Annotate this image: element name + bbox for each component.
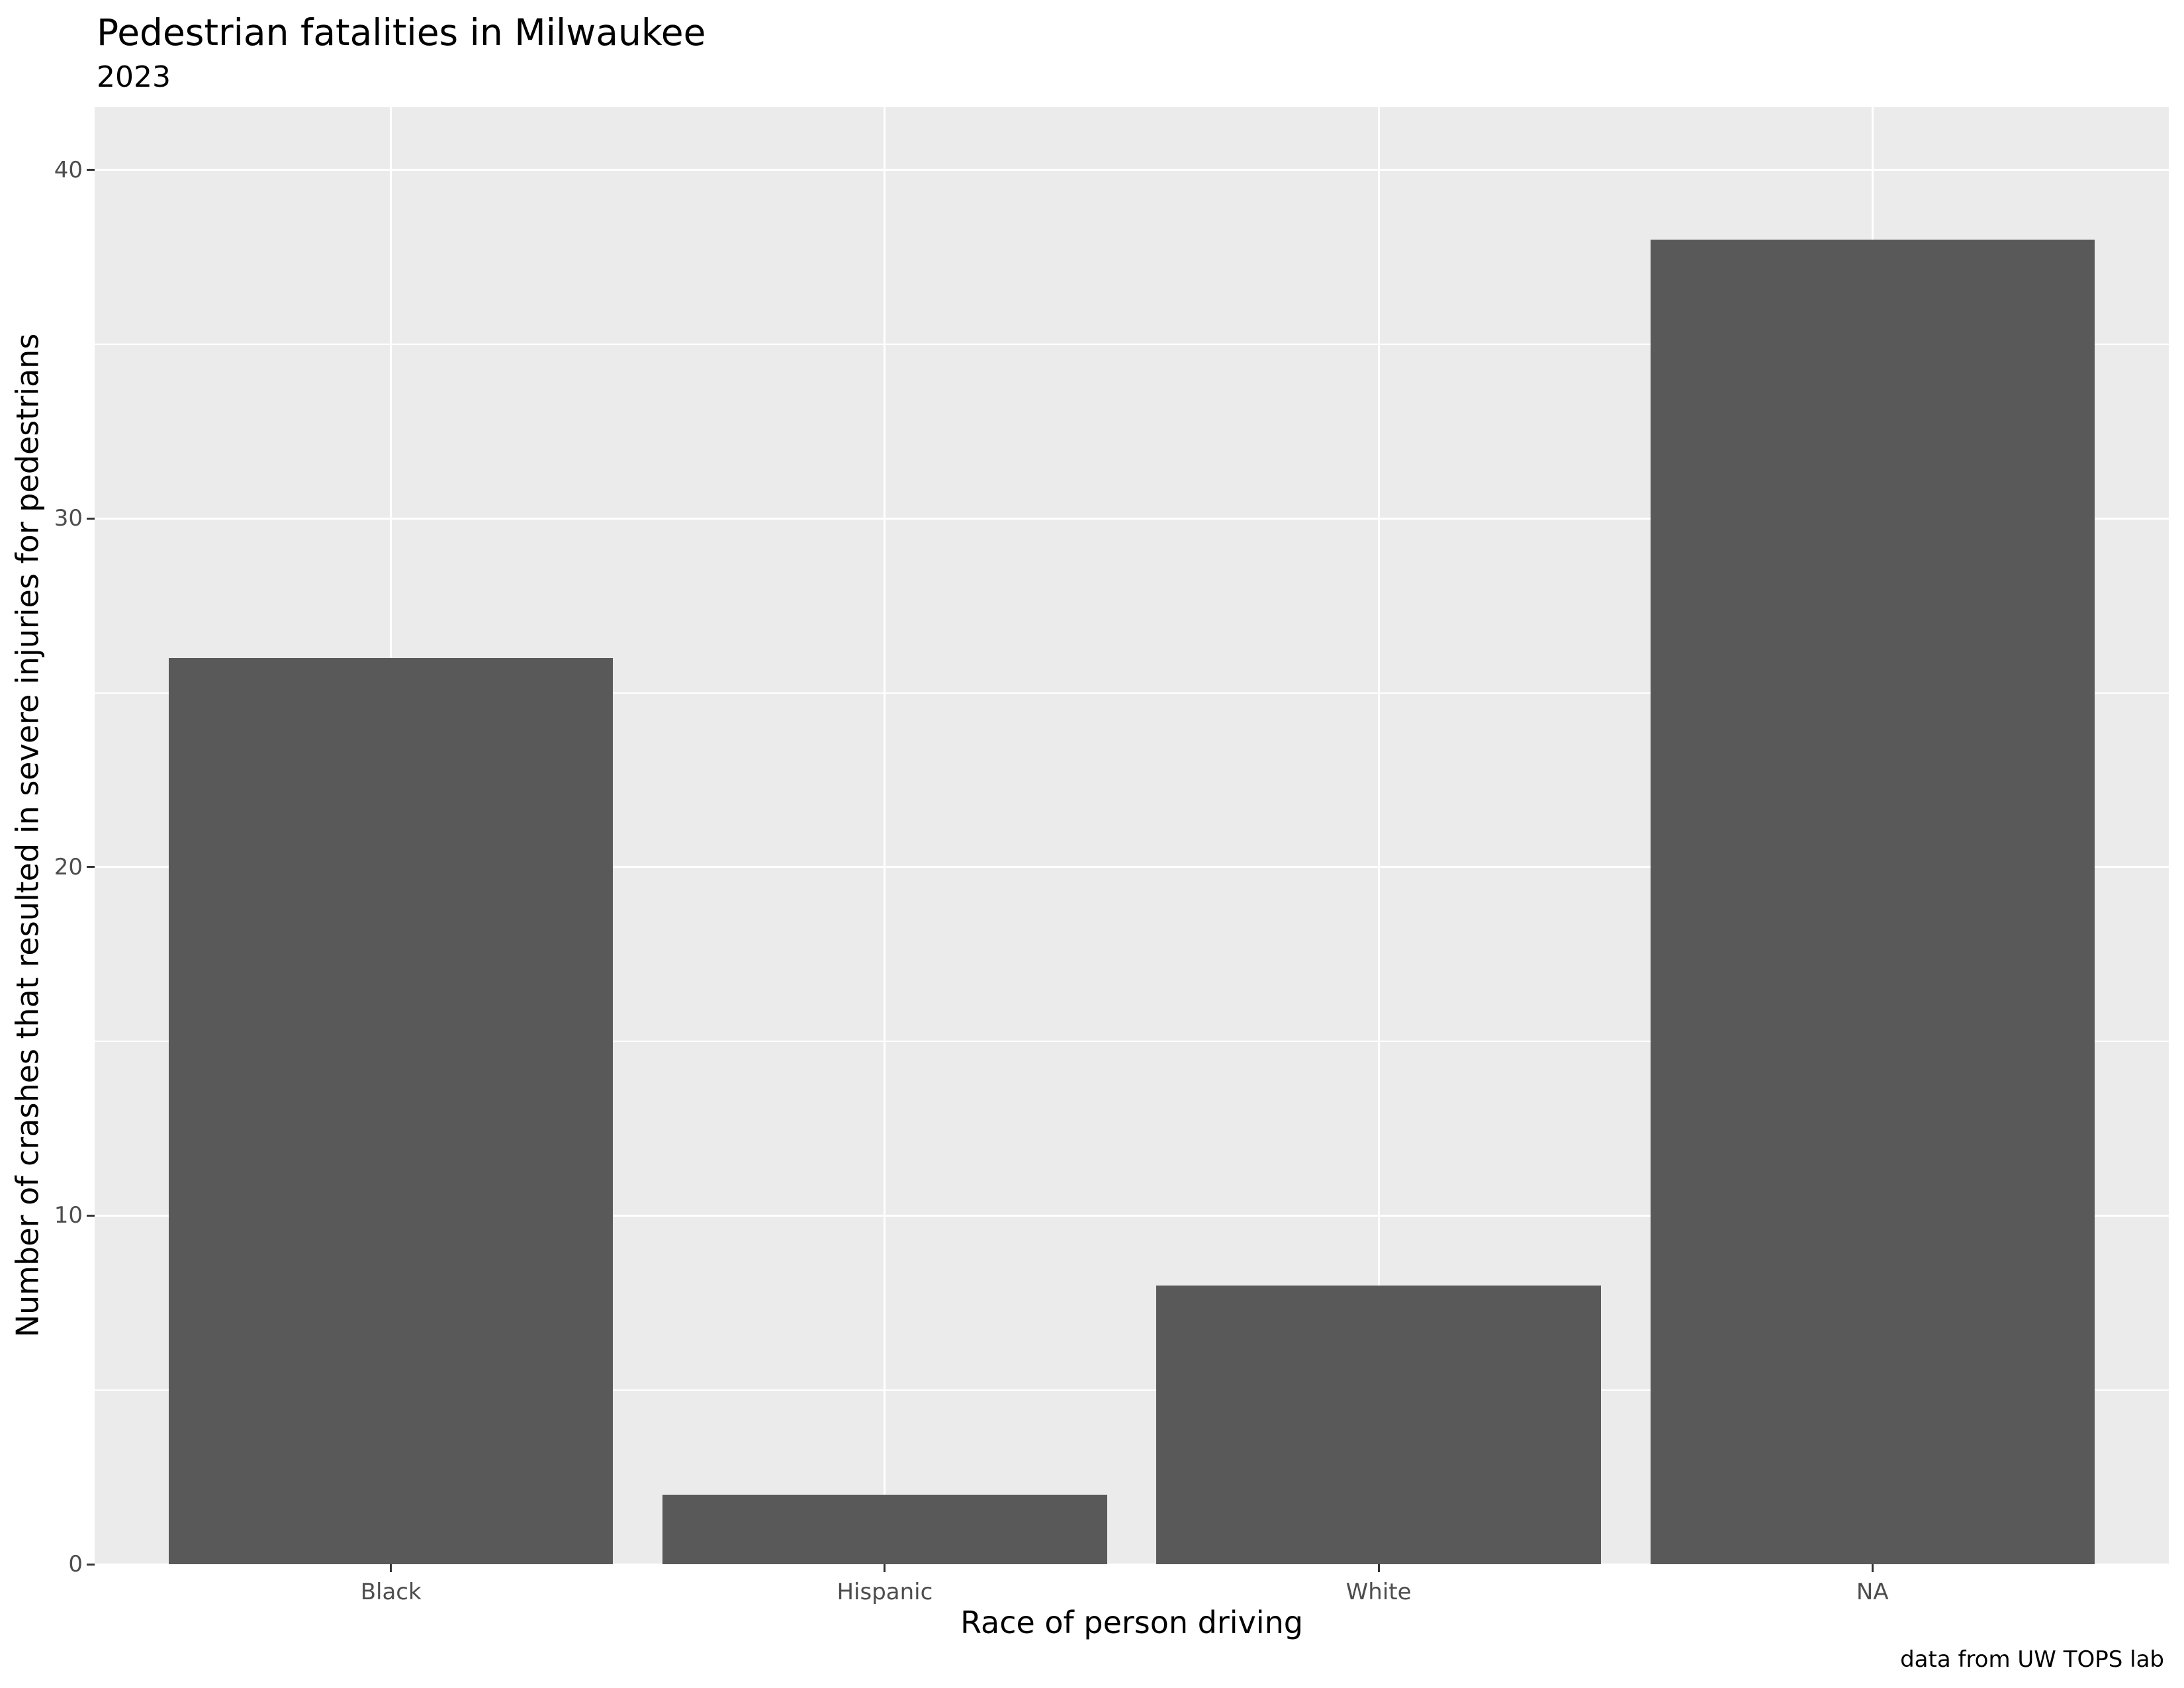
y-tick-label-0: 0 xyxy=(68,1551,83,1577)
bar-black xyxy=(168,657,614,1564)
chart-subtitle: 2023 xyxy=(97,60,171,94)
gridline-major-y-40 xyxy=(95,169,2169,171)
gridline-minor-y-25 xyxy=(95,692,2169,694)
x-tick-mark-white xyxy=(1377,1564,1380,1572)
gridline-major-y-20 xyxy=(95,866,2169,868)
y-tick-mark-30 xyxy=(87,517,95,520)
gridline-major-x-hispanic xyxy=(884,107,886,1564)
bar-na xyxy=(1650,240,2095,1564)
x-tick-mark-na xyxy=(1871,1564,1874,1572)
x-tick-label-black: Black xyxy=(360,1579,422,1605)
plot-panel xyxy=(95,107,2169,1566)
gridline-major-y-30 xyxy=(95,517,2169,520)
y-tick-label-20: 20 xyxy=(54,853,83,880)
chart-title: Pedestrian fatalities in Milwaukee xyxy=(97,11,706,54)
y-tick-label-30: 30 xyxy=(54,505,83,532)
bar-hispanic xyxy=(662,1494,1107,1564)
bar-white xyxy=(1156,1285,1601,1564)
gridline-minor-y-35 xyxy=(95,344,2169,346)
x-tick-mark-hispanic xyxy=(884,1564,886,1572)
x-tick-mark-black xyxy=(390,1564,392,1572)
x-tick-label-hispanic: Hispanic xyxy=(837,1579,933,1605)
x-tick-label-white: White xyxy=(1345,1579,1412,1605)
y-tick-mark-20 xyxy=(87,866,95,868)
gridline-major-y-10 xyxy=(95,1214,2169,1217)
y-tick-label-40: 40 xyxy=(54,156,83,183)
x-axis-title: Race of person driving xyxy=(960,1605,1303,1640)
y-tick-mark-0 xyxy=(87,1563,95,1566)
gridline-minor-y-5 xyxy=(95,1389,2169,1391)
y-tick-mark-10 xyxy=(87,1214,95,1217)
y-tick-mark-40 xyxy=(87,169,95,171)
gridline-major-y-0 xyxy=(95,1563,2169,1566)
gridline-minor-y-15 xyxy=(95,1041,2169,1043)
caption: data from UW TOPS lab xyxy=(1900,1646,2164,1673)
y-tick-label-10: 10 xyxy=(54,1202,83,1229)
gridline-major-x-white xyxy=(1377,107,1380,1564)
x-tick-label-na: NA xyxy=(1856,1579,1889,1605)
y-axis-title: Number of crashes that resulted in sever… xyxy=(9,333,46,1338)
